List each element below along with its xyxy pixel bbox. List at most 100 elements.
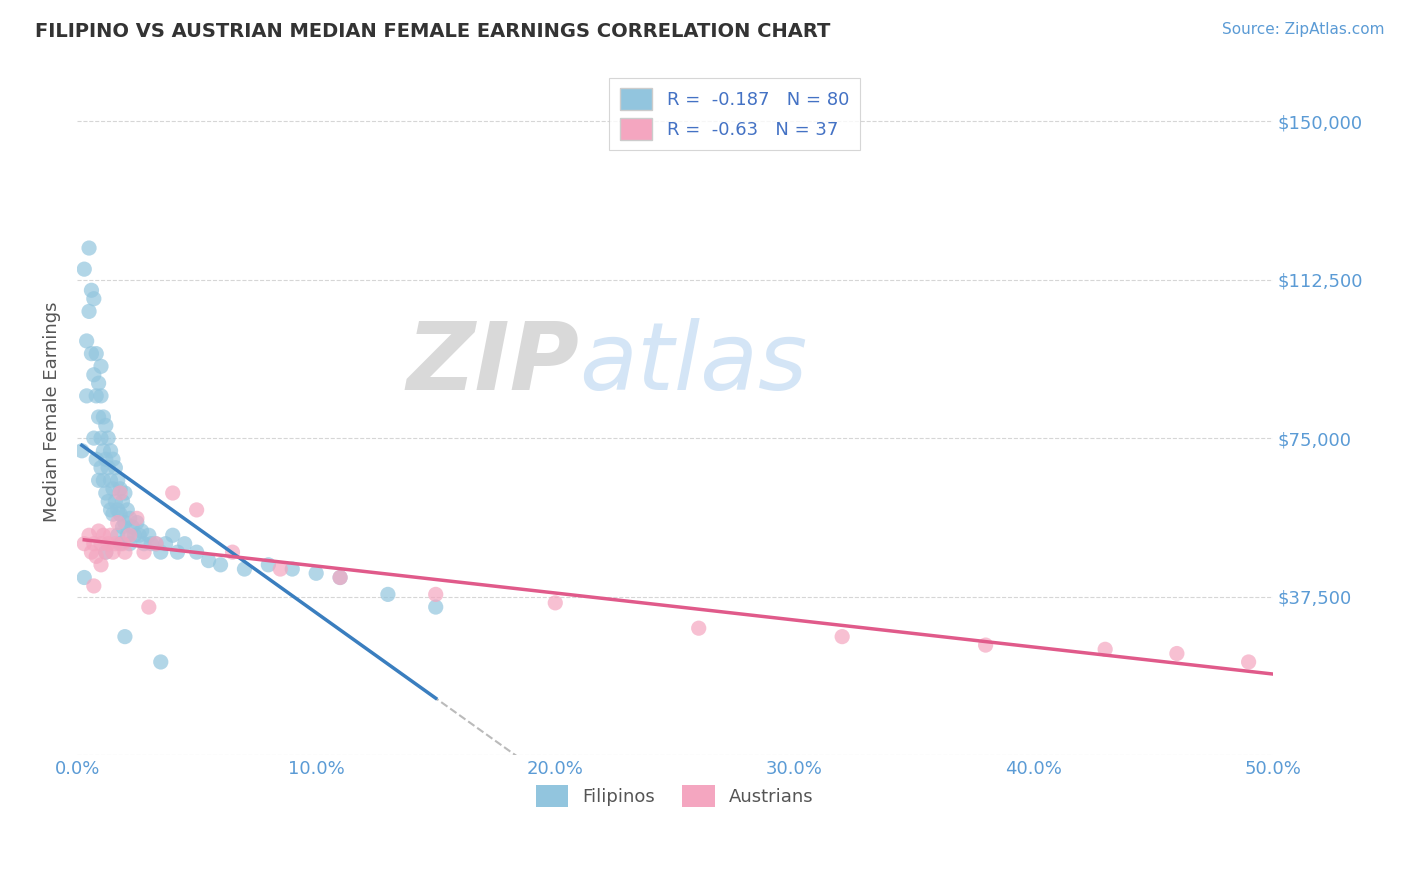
- Point: [97, 494, 120, 508]
- Point: [107, 474, 129, 488]
- Point: [425, 600, 447, 615]
- Point: [111, 537, 134, 551]
- Point: [108, 507, 131, 521]
- Point: [281, 562, 304, 576]
- Point: [831, 630, 853, 644]
- Point: [101, 507, 124, 521]
- Point: [84, 346, 107, 360]
- Point: [77, 241, 100, 255]
- Y-axis label: Median Female Earnings: Median Female Earnings: [44, 301, 60, 522]
- Point: [305, 566, 328, 581]
- Point: [101, 452, 124, 467]
- Point: [73, 262, 96, 277]
- Point: [131, 524, 153, 538]
- Point: [93, 474, 115, 488]
- Point: [233, 562, 256, 576]
- Point: [90, 389, 112, 403]
- Point: [87, 524, 110, 538]
- Point: [94, 486, 117, 500]
- Point: [94, 452, 117, 467]
- Point: [114, 516, 136, 530]
- Point: [83, 537, 105, 551]
- Point: [84, 549, 107, 564]
- Point: [1166, 647, 1188, 661]
- Point: [121, 520, 143, 534]
- Point: [221, 545, 243, 559]
- Point: [107, 528, 129, 542]
- Point: [101, 545, 124, 559]
- Point: [128, 528, 150, 542]
- Point: [114, 545, 136, 559]
- Point: [83, 431, 105, 445]
- Point: [138, 600, 160, 615]
- Point: [111, 520, 134, 534]
- Point: [87, 376, 110, 391]
- Point: [97, 431, 120, 445]
- Point: [1237, 655, 1260, 669]
- Point: [76, 389, 98, 403]
- Point: [107, 516, 129, 530]
- Point: [186, 545, 208, 559]
- Point: [111, 494, 134, 508]
- Point: [90, 359, 112, 374]
- Point: [100, 474, 122, 488]
- Point: [104, 537, 127, 551]
- Point: [377, 587, 399, 601]
- Point: [94, 418, 117, 433]
- Point: [84, 389, 107, 403]
- Point: [87, 474, 110, 488]
- Point: [118, 511, 141, 525]
- Point: [90, 537, 112, 551]
- Point: [94, 545, 117, 559]
- Point: [83, 292, 105, 306]
- Point: [145, 537, 167, 551]
- Point: [77, 528, 100, 542]
- Point: [100, 503, 122, 517]
- Point: [197, 553, 219, 567]
- Point: [83, 579, 105, 593]
- Point: [149, 545, 172, 559]
- Point: [76, 334, 98, 348]
- Point: [90, 558, 112, 572]
- Point: [108, 486, 131, 500]
- Point: [149, 655, 172, 669]
- Point: [107, 503, 129, 517]
- Point: [93, 443, 115, 458]
- Point: [186, 503, 208, 517]
- Point: [138, 528, 160, 542]
- Point: [117, 528, 139, 542]
- Point: [93, 409, 115, 424]
- Point: [974, 638, 997, 652]
- Text: ZIP: ZIP: [406, 318, 579, 409]
- Point: [155, 537, 177, 551]
- Point: [97, 537, 120, 551]
- Text: Source: ZipAtlas.com: Source: ZipAtlas.com: [1222, 22, 1385, 37]
- Point: [118, 537, 141, 551]
- Point: [87, 409, 110, 424]
- Point: [80, 346, 103, 360]
- Point: [73, 570, 96, 584]
- Point: [77, 304, 100, 318]
- Point: [132, 545, 155, 559]
- Point: [329, 570, 352, 584]
- Text: FILIPINO VS AUSTRIAN MEDIAN FEMALE EARNINGS CORRELATION CHART: FILIPINO VS AUSTRIAN MEDIAN FEMALE EARNI…: [35, 22, 831, 41]
- Legend: Filipinos, Austrians: Filipinos, Austrians: [529, 778, 821, 814]
- Point: [114, 486, 136, 500]
- Point: [80, 283, 103, 297]
- Point: [173, 537, 195, 551]
- Point: [93, 528, 115, 542]
- Point: [70, 443, 93, 458]
- Point: [84, 452, 107, 467]
- Point: [104, 494, 127, 508]
- Point: [125, 516, 148, 530]
- Point: [117, 503, 139, 517]
- Point: [90, 460, 112, 475]
- Point: [73, 537, 96, 551]
- Point: [162, 486, 184, 500]
- Point: [269, 562, 291, 576]
- Point: [209, 558, 232, 572]
- Point: [101, 482, 124, 496]
- Text: atlas: atlas: [579, 318, 807, 409]
- Point: [145, 537, 167, 551]
- Point: [108, 537, 131, 551]
